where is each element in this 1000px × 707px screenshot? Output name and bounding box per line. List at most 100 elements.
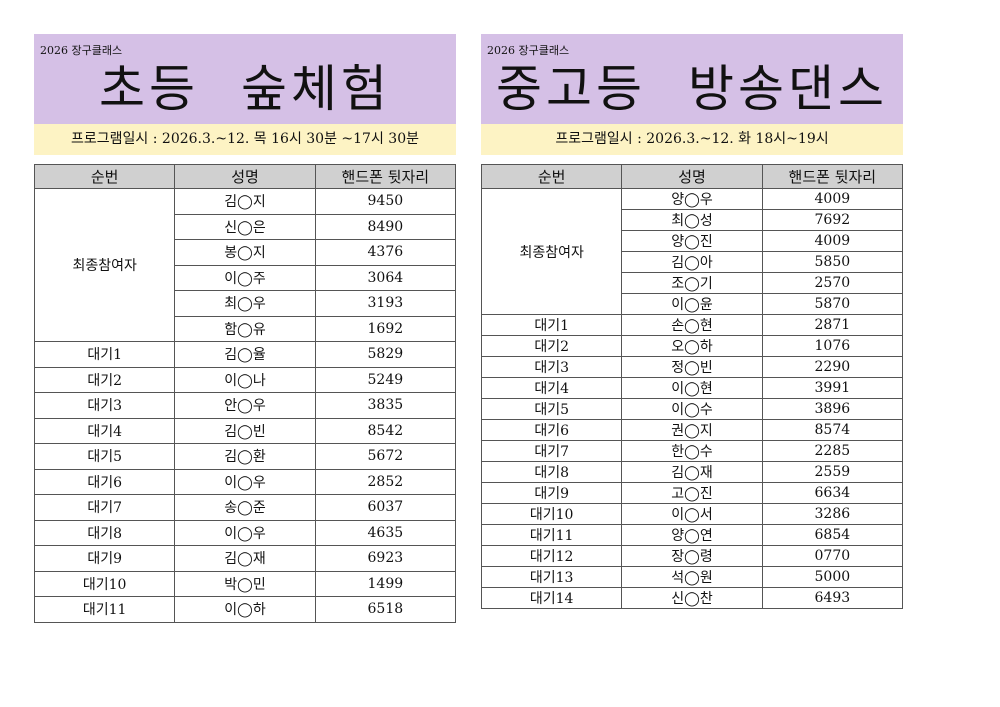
order: 대기6 [480,419,623,441]
phone: 6854 [761,524,904,546]
name: 한◯수 [621,440,763,462]
column-header: 성명 [621,164,763,189]
phone: 0770 [761,545,904,567]
name: 이◯나 [174,366,316,393]
row: 최종참여자 양◯우 4009 [480,188,904,315]
title: 초등 숲체험 [99,60,391,118]
row: 최종참여자 김◯지 9450 [33,188,457,342]
name: 송◯준 [174,494,316,521]
name: 최◯우 [174,290,316,317]
phone: 7692 [761,209,904,231]
phone: 8542 [314,417,457,444]
name: 이◯수 [621,398,763,420]
name: 김◯빈 [174,417,316,444]
row: 대기5 이◯수 3896 [480,398,904,420]
group-label: 최종참여자 [480,188,623,315]
row: 대기6 이◯우 2852 [33,468,457,495]
name: 손◯현 [621,314,763,336]
row: 대기3 안◯우 3835 [33,392,457,419]
name: 이◯우 [174,468,316,495]
phone: 3896 [761,398,904,420]
name: 석◯원 [621,566,763,588]
phone: 4009 [761,188,904,210]
panel: 2026 장구클래스 중고등 방송댄스 프로그램일시 : 2026.3.~12. 화… [480,34,904,609]
order: 대기4 [480,377,623,399]
row: 대기1 손◯현 2871 [480,314,904,336]
row: 대기7 한◯수 2285 [480,440,904,462]
phone: 9450 [314,188,457,215]
order: 대기5 [480,398,623,420]
row: 함◯유 1692 [35,315,457,342]
row: 대기9 고◯진 6634 [480,482,904,504]
panel: 2026 장구클래스 초등 숲체험 프로그램일시 : 2026.3.~12. 목 1… [33,34,457,623]
phone: 5829 [314,341,457,368]
phone: 6518 [314,596,457,623]
name: 장◯령 [621,545,763,567]
order: 대기13 [480,566,623,588]
name: 권◯지 [621,419,763,441]
order: 대기7 [480,440,623,462]
row: 신◯은 8490 [35,213,457,240]
phone: 6037 [314,494,457,521]
name: 양◯진 [621,230,763,252]
phone: 5000 [761,566,904,588]
phone: 2559 [761,461,904,483]
row: 대기11 양◯연 6854 [480,524,904,546]
name: 김◯율 [174,341,316,368]
phone: 4635 [314,519,457,546]
order: 대기12 [480,545,623,567]
row: 대기4 이◯현 3991 [480,377,904,399]
order: 대기2 [33,366,176,393]
name: 봉◯지 [174,239,316,266]
phone: 3991 [761,377,904,399]
phone: 2871 [761,314,904,336]
row: 대기5 김◯환 5672 [33,443,457,470]
order: 대기5 [33,443,176,470]
phone: 6634 [761,482,904,504]
order: 대기1 [480,314,623,336]
name: 김◯아 [621,251,763,273]
phone: 2852 [314,468,457,495]
row: 대기11 이◯하 6518 [33,596,457,623]
column-header: 핸드폰 뒷자리 [761,164,904,189]
row: 대기2 오◯하 1076 [480,335,904,357]
phone: 8574 [761,419,904,441]
row: 대기10 이◯서 3286 [480,503,904,525]
name: 이◯우 [174,519,316,546]
name: 오◯하 [621,335,763,357]
row: 대기3 정◯빈 2290 [480,356,904,378]
name: 신◯찬 [621,587,763,609]
column-header: 순번 [480,164,623,189]
order: 대기14 [480,587,623,609]
name: 박◯민 [174,570,316,597]
order: 대기8 [480,461,623,483]
phone: 5870 [761,293,904,315]
name: 고◯진 [621,482,763,504]
phone: 1499 [314,570,457,597]
row: 대기8 이◯우 4635 [33,519,457,546]
row: 대기7 송◯준 6037 [33,494,457,521]
year-label: 2026 장구클래스 [487,44,570,57]
row: 대기4 김◯빈 8542 [33,417,457,444]
row: 최◯우 3193 [35,290,457,317]
row: 대기13 석◯원 5000 [480,566,904,588]
order: 대기9 [33,545,176,572]
order: 대기4 [33,417,176,444]
column-header: 성명 [174,164,316,189]
order: 대기10 [33,570,176,597]
name: 신◯은 [174,213,316,240]
name: 함◯유 [174,315,316,342]
group-label: 최종참여자 [33,188,176,342]
name: 이◯현 [621,377,763,399]
header-row: 순번 성명 핸드폰 뒷자리 [33,164,457,189]
row: 대기6 권◯지 8574 [480,419,904,441]
order: 대기10 [480,503,623,525]
title: 중고등 방송댄스 [496,60,888,118]
phone: 4009 [761,230,904,252]
name: 이◯하 [174,596,316,623]
name: 양◯연 [621,524,763,546]
row: 대기1 김◯율 5829 [33,341,457,368]
order: 대기3 [480,356,623,378]
row: 이◯주 3064 [35,264,457,291]
